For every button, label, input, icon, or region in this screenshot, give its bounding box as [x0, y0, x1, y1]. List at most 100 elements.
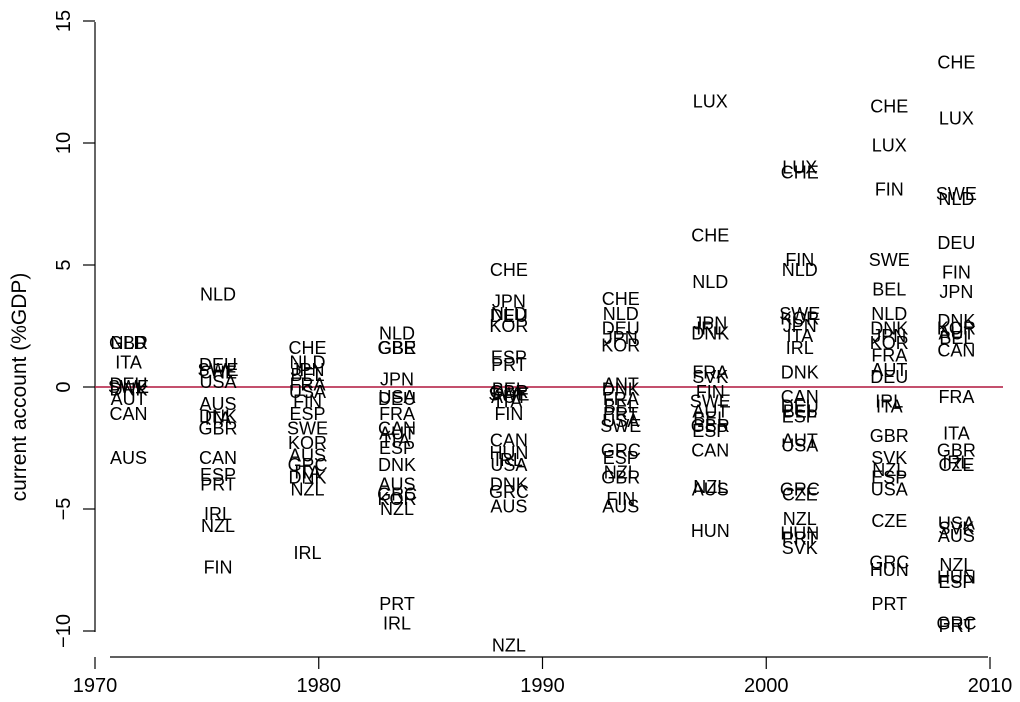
- y-tick-label: 5: [53, 259, 75, 270]
- country-label-usa: USA: [938, 514, 975, 534]
- country-label-aus: AUS: [200, 394, 237, 414]
- country-label-kor: KOR: [780, 309, 819, 329]
- country-label-ita: ITA: [943, 423, 970, 443]
- country-label-che: CHE: [937, 52, 975, 72]
- country-label-jpn: JPN: [693, 314, 727, 334]
- country-label-hun: HUN: [870, 560, 909, 580]
- country-label-gbe: GBE: [378, 338, 416, 358]
- country-label-deu: DEU: [781, 397, 819, 417]
- country-label-nzl: NZL: [380, 499, 414, 519]
- country-label-fin: FIN: [494, 404, 523, 424]
- country-label-swe: SWE: [779, 304, 820, 324]
- country-label-prt: PRT: [871, 594, 907, 614]
- country-label-fra: FRA: [379, 404, 415, 424]
- country-label-kor: KOR: [288, 433, 327, 453]
- country-label-esp: ESP: [379, 438, 415, 458]
- country-label-nld: NLD: [782, 260, 818, 280]
- country-label-usa: USA: [871, 479, 908, 499]
- country-label-gbr: GBR: [109, 333, 148, 353]
- country-label-kor: KOR: [937, 318, 976, 338]
- country-label-dnk: DNK: [289, 467, 327, 487]
- y-axis-title: current account (%GDP): [8, 273, 31, 502]
- country-label-lux: LUX: [872, 135, 907, 155]
- country-label-che: CHE: [289, 338, 327, 358]
- country-label-can: CAN: [781, 387, 819, 407]
- country-label-svk: SVK: [938, 519, 974, 539]
- country-label-grc: GRC: [936, 614, 976, 634]
- country-label-cze: CZE: [938, 455, 974, 475]
- country-label-dnk: DNK: [781, 362, 819, 382]
- country-label-cze: CZE: [871, 511, 907, 531]
- country-label-che: CHE: [199, 362, 237, 382]
- country-label-lux: LUX: [939, 109, 974, 129]
- country-label-usa: USA: [289, 382, 326, 402]
- country-label-che: CHE: [602, 289, 640, 309]
- country-label-aut: AUT: [692, 401, 728, 421]
- country-label-esp: ESP: [491, 348, 527, 368]
- country-label-swe: SWE: [690, 392, 731, 412]
- country-label-fin: FIN: [606, 489, 635, 509]
- y-tick-label: 15: [53, 10, 75, 32]
- country-label-can: CAN: [937, 340, 975, 360]
- country-label-grc: GRC: [288, 455, 328, 475]
- country-label-irl: IRL: [875, 392, 903, 412]
- country-label-esp: ESP: [871, 467, 907, 487]
- country-label-grc: GRC: [601, 440, 641, 460]
- country-label-fra: FRA: [290, 375, 326, 395]
- country-label-dnk: DNK: [937, 311, 975, 331]
- country-label-swe: SWE: [108, 377, 149, 397]
- country-label-aut: AUT: [111, 389, 147, 409]
- country-label-svk: SVK: [871, 448, 907, 468]
- country-label-gbr: GBR: [378, 338, 417, 358]
- country-label-can: CAN: [490, 431, 528, 451]
- country-label-gbr: GBR: [601, 467, 640, 487]
- country-label-che: CHE: [781, 162, 819, 182]
- country-label-kor: KOR: [378, 489, 417, 509]
- country-label-dnk: DNK: [378, 455, 416, 475]
- country-label-lux: LUX: [693, 92, 728, 112]
- x-tick-label: 1970: [73, 675, 118, 697]
- country-label-ita: ITA: [496, 392, 523, 412]
- country-label-che: CHE: [691, 226, 729, 246]
- country-label-esp: ESP: [782, 406, 818, 426]
- country-label-can: CAN: [691, 440, 729, 460]
- country-label-irl: IRL: [696, 318, 724, 338]
- country-label-dnk: DNK: [199, 406, 237, 426]
- country-label-fin: FIN: [293, 392, 322, 412]
- country-label-dnk: DNK: [870, 318, 908, 338]
- country-label-fin: FIN: [696, 382, 725, 402]
- country-label-deu: DEU: [110, 375, 148, 395]
- country-label-irl: IRL: [294, 543, 322, 563]
- country-label-fin: FIN: [942, 262, 971, 282]
- country-label-hun: HUN: [691, 521, 730, 541]
- country-label-ita: ITA: [115, 353, 142, 373]
- country-label-can: CAN: [199, 448, 237, 468]
- country-label-hun: HUN: [489, 443, 528, 463]
- country-label-hun: HUN: [937, 567, 976, 587]
- country-label-esp: ESP: [692, 421, 728, 441]
- country-label-jpn: JPN: [604, 328, 638, 348]
- country-label-bel: BEL: [492, 379, 526, 399]
- country-label-swe: SWE: [198, 360, 239, 380]
- country-label-nzl: NZL: [693, 477, 727, 497]
- country-label-usa: USA: [200, 372, 237, 392]
- country-label-ita: ITA: [876, 397, 903, 417]
- country-label-bel: BEL: [693, 409, 727, 429]
- country-label-grc: GRC: [869, 553, 909, 573]
- country-label-aus: AUS: [110, 448, 147, 468]
- country-label-grc: GRC: [377, 484, 417, 504]
- country-label-esp: ESP: [938, 572, 974, 592]
- country-label-gbr: GBR: [489, 382, 528, 402]
- country-label-grc: GRC: [489, 482, 529, 502]
- country-label-aut: AUT: [491, 387, 527, 407]
- country-label-nld: NLD: [938, 189, 974, 209]
- country-label-usa: USA: [379, 387, 416, 407]
- country-label-nzl: NZL: [291, 479, 325, 499]
- country-label-prt: PRT: [939, 616, 975, 636]
- country-label-nld: NLD: [491, 304, 527, 324]
- country-label-can: CAN: [378, 418, 416, 438]
- country-labels: GBRNLDITADEUSWEDNKAUTCANAUSNLDDEUSWECHEU…: [108, 52, 977, 655]
- country-label-prt: PRT: [379, 594, 415, 614]
- country-label-jpn: JPN: [783, 316, 817, 336]
